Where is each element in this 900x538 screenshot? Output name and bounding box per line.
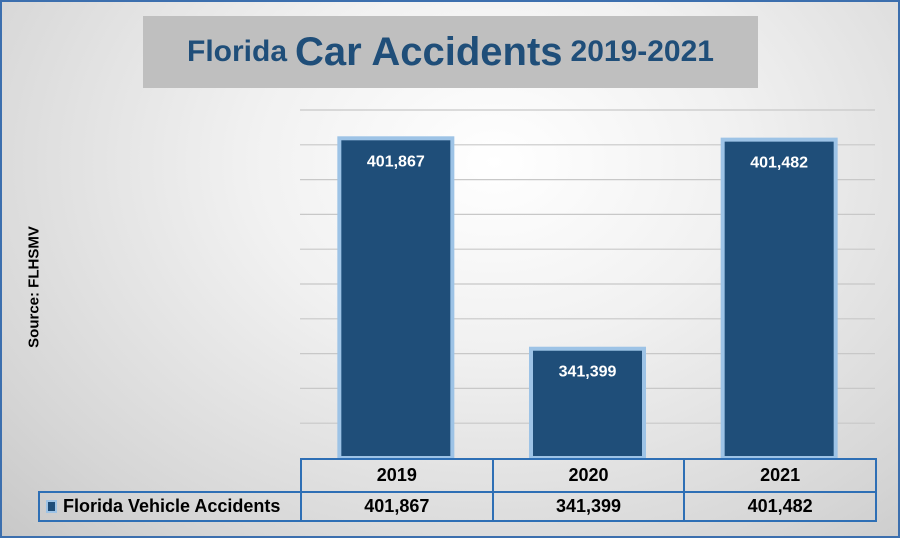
bar-2019 <box>337 136 455 461</box>
data-label-2021: 401,482 <box>750 155 808 172</box>
table-value-2020: 341,399 <box>491 491 686 522</box>
table-header-2020: 2020 <box>491 458 686 493</box>
table-header-2019: 2019 <box>300 458 494 493</box>
title-part-main: Car Accidents <box>295 29 563 74</box>
table-header-2021: 2021 <box>683 458 877 493</box>
legend-key-icon <box>46 500 57 513</box>
legend-cell: Florida Vehicle Accidents <box>38 491 302 522</box>
data-label-2020: 341,399 <box>559 364 617 381</box>
title-part-florida: Florida <box>187 35 288 68</box>
bar-2020 <box>529 346 646 460</box>
legend-label: Florida Vehicle Accidents <box>63 496 281 516</box>
chart-title: Florida Car Accidents 2019-2021 <box>143 16 758 88</box>
data-label-2019: 401,867 <box>367 153 425 170</box>
table-value-2019: 401,867 <box>300 491 494 522</box>
title-part-years: 2019-2021 <box>570 35 714 68</box>
table-value-2021: 401,482 <box>683 491 877 522</box>
bar-2021 <box>720 137 838 460</box>
